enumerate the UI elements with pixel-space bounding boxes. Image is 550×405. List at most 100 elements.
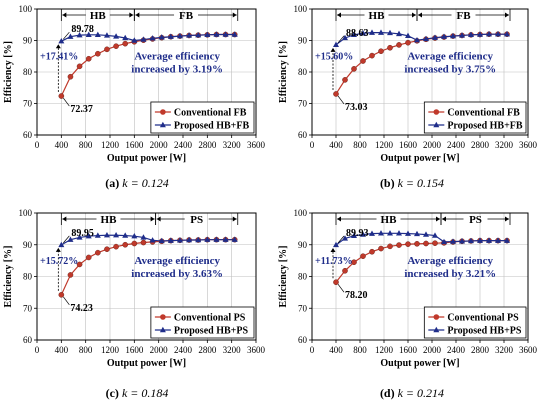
x-tick-label: 3600	[247, 140, 266, 150]
peak-value-label: 89.93	[346, 228, 369, 239]
average-efficiency-text: Average efficiency	[407, 50, 493, 62]
legend-box	[150, 101, 255, 134]
legend-entry-label: Proposed HB+PS	[447, 326, 522, 337]
data-point-proposed	[158, 34, 165, 40]
gain-label: +17.41%	[40, 51, 78, 62]
data-point-proposed	[495, 237, 501, 243]
y-tick-label: 90	[298, 36, 308, 46]
data-point-conventional	[122, 241, 129, 248]
y-tick-label: 90	[298, 240, 308, 250]
y-tick-label: 80	[298, 272, 308, 282]
data-point-proposed	[450, 238, 456, 244]
peak-leader-line	[337, 35, 345, 44]
data-point-proposed	[387, 29, 393, 36]
legend-box	[423, 306, 527, 339]
arrow-up-icon	[330, 47, 336, 52]
legend-triangle-marker-icon	[159, 326, 166, 333]
data-point-conventional	[85, 254, 92, 261]
legend-triangle-marker-icon	[433, 121, 440, 128]
average-efficiency-increase-text: increased by 3.63%	[131, 268, 223, 280]
min-leader-line	[63, 97, 70, 107]
chart-panel-a: 0 400 800 1200 1600 2000 2400 2800 3200 3600 60 70 8…	[3, 4, 266, 190]
x-tick-label: 2400	[174, 140, 193, 150]
x-tick-label: 2800	[198, 140, 217, 150]
data-point-conventional	[67, 272, 74, 278]
mode-band-label: FB	[179, 10, 194, 22]
x-tick-label: 800	[353, 140, 367, 150]
data-point-proposed	[85, 232, 92, 239]
data-point-proposed	[504, 31, 510, 37]
x-axis-label: Output power [W]	[107, 153, 186, 164]
caption-label: (c)	[106, 386, 122, 400]
data-point-conventional	[58, 93, 65, 99]
data-point-proposed	[122, 232, 129, 238]
x-tick-label: 0	[35, 345, 40, 355]
caption-text: k = 0.214	[398, 386, 444, 400]
data-point-proposed	[333, 241, 339, 248]
legend-entry-label: Proposed HB+FB	[174, 121, 250, 132]
x-tick-label: 3200	[495, 345, 514, 355]
data-point-proposed	[231, 31, 238, 37]
data-point-conventional	[140, 239, 147, 246]
average-efficiency-text: Average efficiency	[134, 50, 220, 62]
y-tick-label: 70	[23, 303, 33, 313]
data-point-conventional	[387, 243, 393, 250]
data-point-conventional	[369, 248, 375, 255]
panel-caption: (a) k = 0.124	[105, 176, 168, 190]
data-point-proposed	[94, 232, 101, 238]
legend-triangle-marker-icon	[433, 326, 440, 333]
data-point-proposed	[103, 232, 110, 238]
data-point-proposed	[432, 232, 438, 238]
data-point-proposed	[149, 35, 156, 41]
y-tick-label: 100	[19, 4, 33, 14]
y-axis-label: Efficiency [%]	[278, 246, 289, 308]
data-point-conventional	[113, 43, 119, 49]
x-tick-label: 400	[55, 345, 69, 355]
data-point-proposed	[378, 29, 384, 35]
data-point-proposed	[231, 236, 238, 242]
arrow-right-icon	[129, 12, 134, 18]
x-tick-label: 2000	[423, 345, 442, 355]
caption-label: (d)	[380, 386, 398, 400]
x-tick-label: 1600	[399, 140, 418, 150]
mode-band-label: HB	[90, 10, 107, 22]
min-value-label: 72.37	[70, 104, 93, 115]
x-tick-label: 1200	[101, 140, 120, 150]
data-point-proposed	[360, 231, 366, 237]
y-tick-label: 80	[23, 272, 33, 282]
data-point-proposed	[67, 236, 74, 242]
data-point-conventional	[405, 241, 411, 247]
x-tick-label: 2000	[150, 345, 169, 355]
y-tick-label: 100	[19, 208, 33, 218]
arrow-left-icon	[156, 216, 161, 222]
data-point-proposed	[396, 230, 402, 236]
panel-caption: (b) k = 0.154	[380, 176, 444, 190]
mode-band-label: PS	[469, 214, 482, 226]
legend-entry-label: Conventional FB	[174, 108, 247, 119]
data-point-proposed	[441, 33, 447, 39]
data-point-proposed	[423, 35, 429, 42]
mode-band-label: FB	[456, 10, 471, 22]
peak-value-label: 89.95	[71, 228, 94, 239]
arrow-left-icon	[418, 12, 422, 18]
x-tick-label: 3200	[223, 345, 242, 355]
data-point-conventional	[113, 243, 119, 250]
data-point-proposed	[486, 31, 492, 37]
arrow-up-icon	[330, 247, 336, 252]
min-value-label: 78.20	[345, 290, 368, 301]
y-axis-label: Efficiency [%]	[3, 246, 14, 308]
legend-circle-marker-icon	[160, 109, 166, 115]
peak-leader-line	[63, 235, 70, 244]
data-point-proposed	[495, 31, 501, 37]
data-point-conventional	[351, 66, 357, 72]
x-tick-label: 2400	[447, 140, 466, 150]
data-point-conventional	[360, 58, 366, 64]
x-tick-label: 3600	[247, 345, 266, 355]
average-efficiency-increase-text: increased by 3.19%	[131, 63, 223, 75]
data-point-proposed	[369, 29, 375, 35]
data-point-proposed	[167, 237, 174, 243]
mode-band-label: HB	[101, 214, 118, 226]
y-tick-label: 70	[23, 99, 33, 109]
x-axis-label: Output power [W]	[380, 153, 459, 164]
data-point-proposed	[186, 236, 193, 243]
